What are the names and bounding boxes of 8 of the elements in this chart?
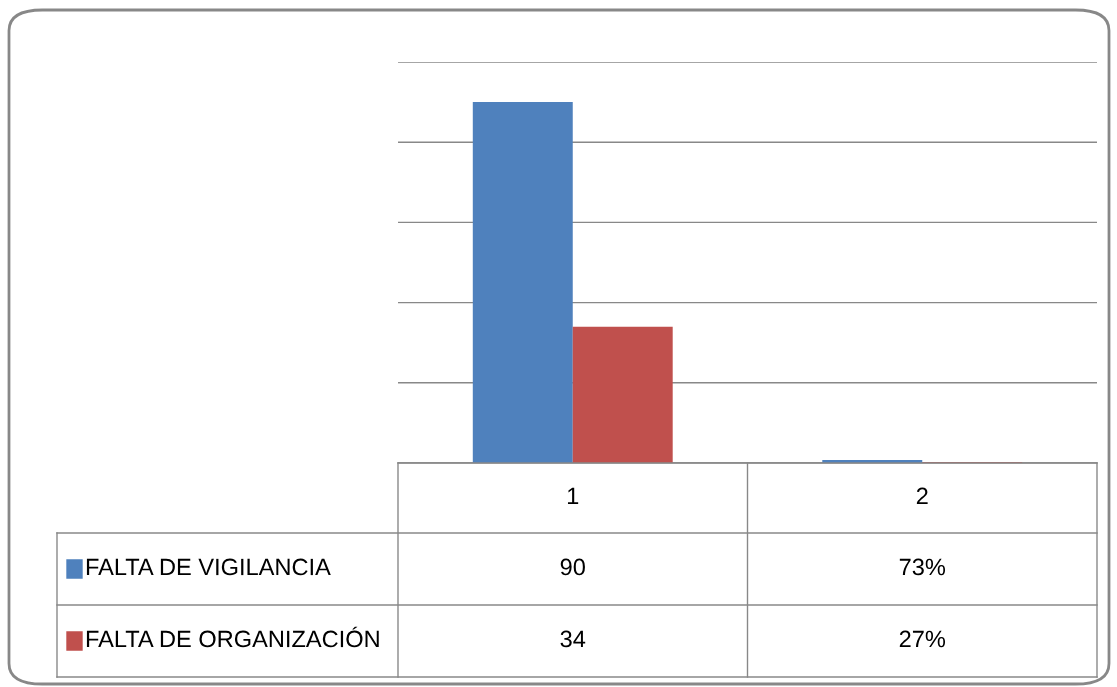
x-tick-label: 2	[916, 487, 928, 505]
legend-label: FALTA DE ORGANIZACIÓN	[86, 626, 379, 648]
x-tick-label: 1	[567, 487, 579, 505]
data-label: 34	[560, 630, 586, 648]
data-label: 90	[560, 558, 585, 576]
data-label: 27%	[899, 630, 946, 648]
data-label: 73%	[899, 558, 946, 576]
legend-label: FALTA DE VIGILANCIA	[86, 558, 331, 576]
